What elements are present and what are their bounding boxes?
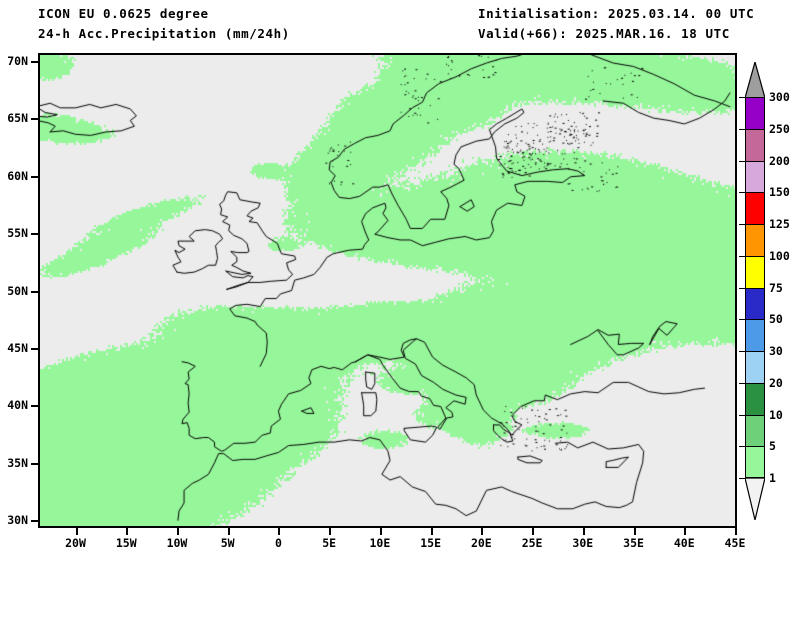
colorbar-band[interactable] [745,255,765,288]
colorbar-tick [739,351,745,352]
colorbar-tick-label: 10 [769,407,783,422]
x-axis-tick [227,528,230,535]
y-axis-tick [31,290,38,293]
x-axis-label: 40E [673,536,695,550]
precipitation-map[interactable] [38,53,737,528]
colorbar-tick [739,128,745,130]
x-axis-tick [176,528,179,535]
colorbar-scale[interactable] [745,97,765,478]
colorbar-band[interactable] [745,414,765,447]
y-axis-label: 60N [7,168,28,183]
colorbar-band[interactable] [745,446,765,478]
colorbar-tick [739,224,745,225]
model-title: ICON EU 0.0625 degree [38,6,209,21]
x-axis-label: 20W [65,536,86,550]
y-axis-tick [31,520,38,523]
y-axis-label: 45N [7,340,28,355]
colorbar-band[interactable] [745,128,765,161]
colorbar-tick [739,287,745,289]
y-axis-label: 55N [7,226,28,241]
x-axis-tick [481,528,484,535]
colorbar-tick-label: 100 [769,248,790,263]
y-axis-label: 70N [7,53,28,68]
initialisation-time: Initialisation: 2025.03.14. 00 UTC [478,6,755,21]
colorbar-tick [739,160,745,162]
colorbar-under-arrow [745,478,765,520]
y-axis-label: 40N [7,398,28,413]
colorbar-tick [739,97,745,98]
y-axis-tick [31,175,38,178]
x-axis-label: 25E [521,536,543,550]
x-axis-tick [126,528,129,535]
colorbar-under-outline [745,478,765,520]
x-axis-tick [582,528,585,535]
colorbar-band[interactable] [745,382,765,415]
colorbar-band[interactable] [745,192,765,224]
colorbar-tick [739,414,745,416]
colorbar-band[interactable] [745,160,765,193]
colorbar-band[interactable] [745,287,765,320]
x-axis-label: 15E [420,536,441,550]
x-axis-tick [430,528,433,535]
x-axis-label: 5E [322,536,337,550]
y-axis-label: 35N [7,455,28,470]
x-axis-tick [735,528,737,535]
colorbar-over-outline [745,62,765,98]
colorbar-tick [739,319,745,321]
y-axis-label: 50N [7,283,28,298]
y-axis-tick [31,405,38,408]
colorbar-tick-label: 30 [769,344,783,358]
x-axis-label: 30E [572,536,594,550]
x-axis-label: 35E [623,536,644,550]
colorbar-tick [739,382,745,384]
field-title: 24-h Acc.Precipitation (mm/24h) [38,26,290,41]
colorbar-band[interactable] [745,319,765,351]
colorbar-band[interactable] [745,351,765,383]
x-axis-tick [329,528,332,535]
x-axis-label: 0 [274,536,282,550]
y-axis-tick [31,233,38,236]
x-axis-tick [532,528,535,535]
colorbar-tick-label: 125 [769,217,790,231]
x-axis-label: 45E [724,536,746,550]
colorbar-tick-label: 250 [769,121,790,136]
colorbar-over-arrow [745,62,765,98]
x-axis-label: 5W [220,536,235,550]
x-axis-label: 10W [166,536,188,550]
colorbar-tick-label: 5 [769,439,776,454]
colorbar-tick-label: 20 [769,375,783,390]
colorbar-tick [739,192,745,194]
x-axis-tick [75,528,78,535]
x-axis-tick [633,528,636,535]
x-axis-label: 10E [369,536,391,550]
colorbar-tick-label: 50 [769,312,783,327]
colorbar-tick-label: 150 [769,185,790,200]
y-axis-label: 30N [7,513,28,528]
colorbar-tick-label: 1 [769,471,776,485]
colorbar-tick-label: 75 [769,280,783,295]
x-axis-label: 20E [470,536,492,550]
y-axis-tick [31,462,38,465]
y-axis-label: 65N [7,111,28,126]
map-canvas [40,55,735,526]
colorbar-tick [739,255,745,257]
x-axis-tick [684,528,687,535]
y-axis-tick [31,347,38,350]
y-axis-tick [31,60,38,63]
colorbar-tick [739,478,745,479]
colorbar-tick-label: 300 [769,90,790,104]
valid-time: Valid(+66): 2025.MAR.16. 18 UTC [478,26,730,41]
colorbar-tick-label: 200 [769,153,790,168]
y-axis-tick [31,118,38,121]
colorbar-tick [739,446,745,448]
x-axis-tick [278,528,281,535]
colorbar-band[interactable] [745,97,765,129]
x-axis-label: 15W [115,536,137,550]
colorbar-band[interactable] [745,224,765,256]
x-axis-tick [379,528,382,535]
